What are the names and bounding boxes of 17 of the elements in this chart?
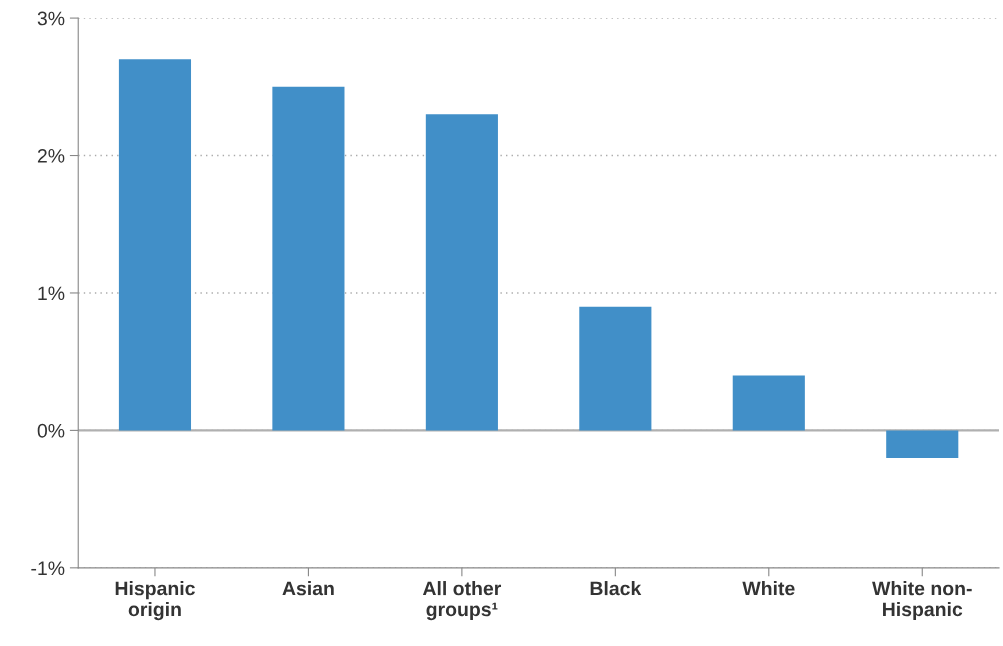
- x-tick-label: Hispanic origin: [115, 581, 195, 621]
- x-tick-label: All other groups¹: [422, 581, 502, 621]
- x-tick-label: Black: [590, 581, 642, 596]
- y-tick-label: 2%: [37, 148, 65, 163]
- y-tick-label: 3%: [37, 11, 65, 26]
- x-tick-label: White non- Hispanic: [872, 581, 972, 621]
- x-tick-label: Asian: [282, 581, 334, 596]
- bar: [579, 306, 652, 431]
- x-tick-label: White: [742, 581, 795, 596]
- y-tick-label: 1%: [38, 286, 65, 301]
- y-tick-label: 0%: [37, 423, 65, 438]
- bar: [118, 59, 192, 431]
- bar: [732, 375, 805, 431]
- y-tick-label: -1%: [31, 561, 65, 575]
- bar: [425, 114, 498, 431]
- bar: [886, 430, 959, 458]
- bar: [272, 86, 345, 431]
